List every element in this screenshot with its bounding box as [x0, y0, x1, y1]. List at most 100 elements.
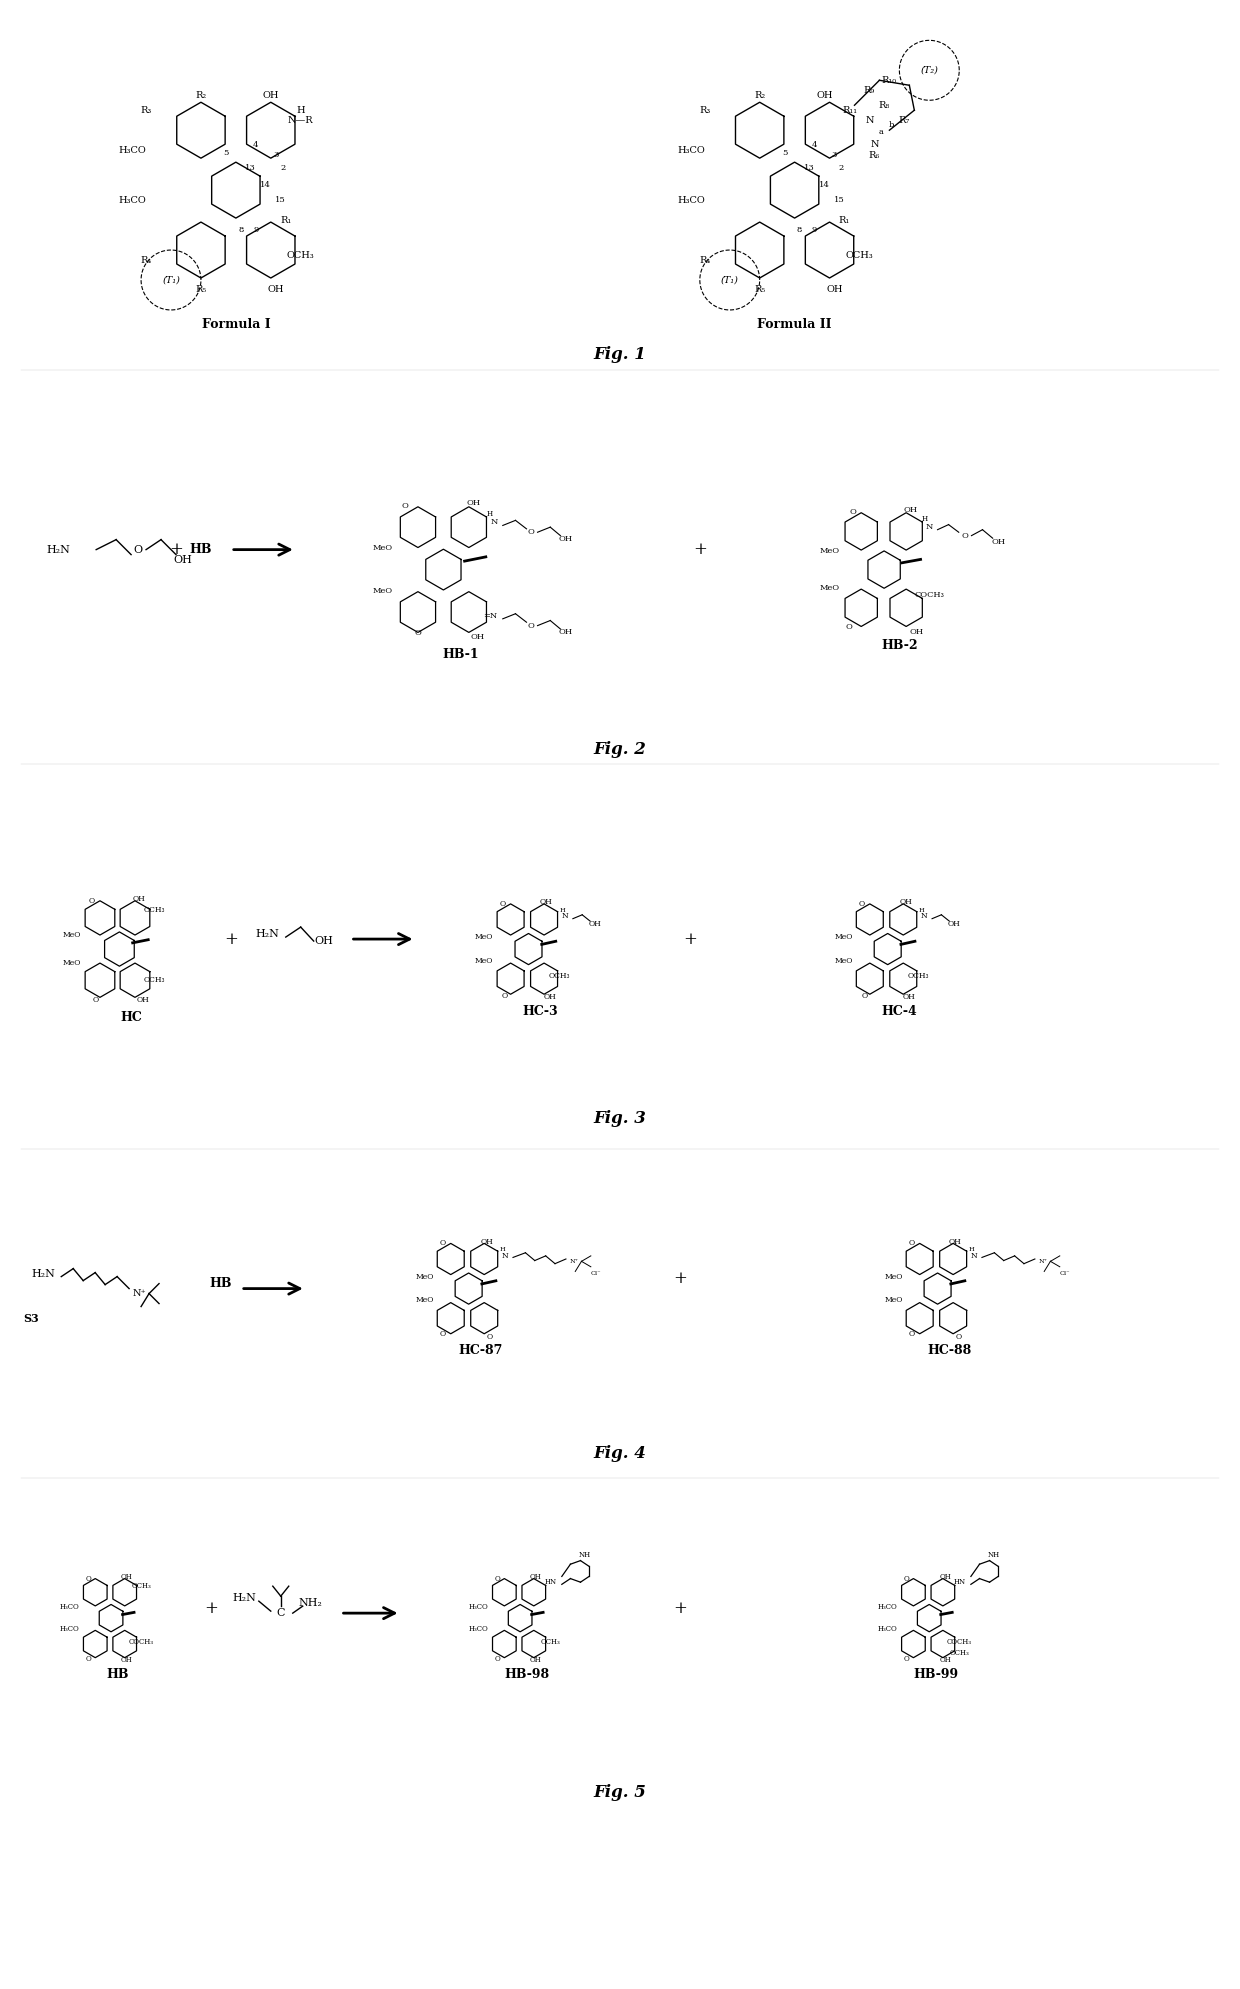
Text: O: O — [86, 1575, 91, 1583]
Text: O: O — [134, 545, 143, 555]
Text: MeO: MeO — [372, 587, 393, 595]
Text: (T₁): (T₁) — [162, 276, 180, 284]
Text: HC-3: HC-3 — [522, 1004, 558, 1018]
Text: HC: HC — [120, 1010, 143, 1024]
Text: O: O — [904, 1655, 909, 1663]
Text: OH: OH — [541, 899, 553, 907]
Text: N: N — [491, 517, 498, 525]
Text: MeO: MeO — [415, 1273, 434, 1281]
Text: O: O — [89, 897, 95, 905]
Text: Cl⁻: Cl⁻ — [1059, 1271, 1070, 1275]
Text: HB-1: HB-1 — [441, 648, 479, 660]
Text: HN: HN — [954, 1577, 966, 1585]
Text: H: H — [559, 907, 565, 913]
Text: OH: OH — [903, 505, 918, 515]
Text: R₃: R₃ — [140, 105, 151, 115]
Text: H: H — [919, 907, 924, 913]
Text: (T₁): (T₁) — [720, 276, 739, 284]
Text: N: N — [925, 523, 932, 531]
Text: R₄: R₄ — [699, 255, 711, 265]
Text: O: O — [527, 623, 534, 631]
Text: O: O — [909, 1239, 915, 1247]
Text: OH: OH — [992, 537, 1006, 545]
Text: +: + — [683, 931, 697, 947]
Text: O: O — [440, 1331, 446, 1339]
Text: OH: OH — [268, 286, 284, 294]
Text: O: O — [859, 899, 866, 907]
Text: H
N—R: H N—R — [288, 105, 314, 125]
Text: R₇: R₇ — [899, 115, 910, 125]
Text: O: O — [956, 1333, 962, 1341]
Text: H₂N: H₂N — [255, 929, 280, 939]
Text: 13: 13 — [246, 165, 257, 173]
Text: N: N — [971, 1251, 977, 1259]
Text: H₃CO: H₃CO — [677, 195, 704, 205]
Text: O: O — [904, 1575, 909, 1583]
Text: R₉: R₉ — [864, 86, 875, 95]
Text: H₃CO: H₃CO — [878, 1625, 898, 1633]
Text: H₂N: H₂N — [233, 1593, 257, 1603]
Text: NH₂: NH₂ — [299, 1597, 322, 1609]
Text: OCH₃: OCH₃ — [541, 1637, 560, 1645]
Text: OCH₃: OCH₃ — [846, 251, 873, 259]
Text: MeO: MeO — [835, 957, 853, 965]
Text: 9: 9 — [812, 227, 817, 235]
Text: Formula II: Formula II — [758, 318, 832, 332]
Text: HC-88: HC-88 — [928, 1345, 971, 1356]
Text: O: O — [86, 1655, 91, 1663]
Text: OCH₃: OCH₃ — [144, 907, 165, 915]
Text: HB-98: HB-98 — [503, 1667, 549, 1681]
Text: H: H — [487, 511, 494, 519]
Text: O: O — [495, 1655, 500, 1663]
Text: 15: 15 — [275, 197, 286, 205]
Text: MeO: MeO — [884, 1273, 903, 1281]
Text: 15: 15 — [835, 197, 844, 205]
Text: OH: OH — [899, 899, 911, 907]
Text: 5: 5 — [782, 149, 787, 157]
Text: O: O — [93, 996, 99, 1004]
Text: OCH₃: OCH₃ — [286, 251, 315, 259]
Text: OH: OH — [133, 895, 145, 903]
Text: 9: 9 — [253, 227, 258, 235]
Text: MeO: MeO — [820, 547, 839, 555]
Text: HB: HB — [107, 1667, 129, 1681]
Text: 13: 13 — [805, 165, 815, 173]
Text: OH: OH — [263, 91, 279, 99]
Text: OH: OH — [136, 996, 149, 1004]
Text: OH: OH — [480, 1237, 494, 1245]
Text: MeO: MeO — [820, 585, 839, 593]
Text: OH: OH — [122, 1655, 133, 1665]
Text: HB: HB — [210, 1277, 232, 1291]
Text: OH: OH — [122, 1573, 133, 1581]
Text: OH: OH — [558, 535, 573, 543]
Text: MeO: MeO — [884, 1297, 903, 1305]
Text: MeO: MeO — [372, 545, 393, 553]
Text: HB-99: HB-99 — [913, 1667, 959, 1681]
Text: O: O — [500, 899, 506, 907]
Text: R₅: R₅ — [196, 286, 207, 294]
Text: OH: OH — [939, 1573, 951, 1581]
Text: =N: =N — [482, 613, 497, 621]
Text: N: N — [866, 115, 874, 125]
Text: H: H — [500, 1247, 505, 1253]
Text: COCH₃: COCH₃ — [129, 1637, 154, 1645]
Text: H₃CO: H₃CO — [118, 145, 146, 155]
Text: Cl⁻: Cl⁻ — [590, 1271, 600, 1275]
Text: Formula I: Formula I — [202, 318, 270, 332]
Text: O: O — [502, 993, 508, 1000]
Text: H: H — [968, 1247, 973, 1253]
Text: OH: OH — [558, 629, 573, 636]
Text: HC-4: HC-4 — [882, 1004, 918, 1018]
Text: O: O — [414, 629, 422, 636]
Text: OCH₃: OCH₃ — [549, 973, 570, 981]
Text: +: + — [224, 931, 238, 947]
Text: +: + — [169, 541, 184, 559]
Text: 5: 5 — [223, 149, 228, 157]
Text: N: N — [921, 913, 928, 921]
Text: OH: OH — [588, 921, 601, 929]
Text: +: + — [673, 1271, 687, 1287]
Text: OH: OH — [314, 937, 334, 947]
Text: 4: 4 — [253, 141, 259, 149]
Text: Fig. 1: Fig. 1 — [594, 346, 646, 364]
Text: H₃CO: H₃CO — [469, 1603, 489, 1611]
